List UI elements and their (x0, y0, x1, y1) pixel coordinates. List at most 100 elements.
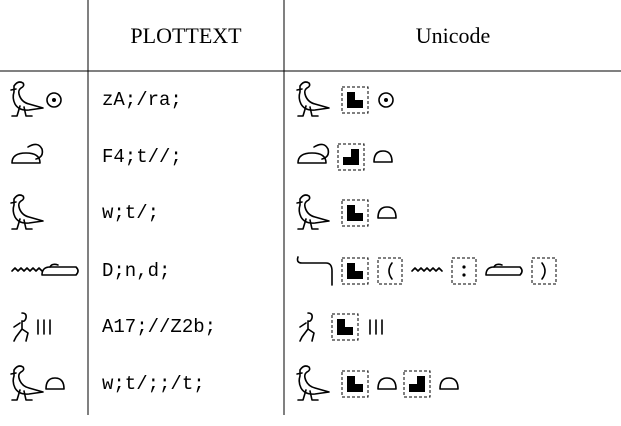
glyph-stroke (11, 267, 43, 272)
glyph-stroke (297, 218, 319, 230)
code-cell: w;t/;;/t; (102, 373, 205, 395)
glyph-stroke (12, 81, 44, 111)
header-cell: PLOTTEXT (130, 23, 242, 48)
glyph-stroke (297, 389, 319, 401)
glyph (337, 143, 365, 171)
glyph-frame (341, 199, 369, 227)
glyph-frame (377, 257, 403, 285)
glyph-stroke (313, 143, 330, 160)
glyph (341, 370, 369, 398)
glyph-dot (462, 265, 466, 269)
glyph-stroke (37, 319, 51, 335)
glyph-stroke (11, 389, 33, 401)
glyph (377, 206, 397, 219)
glyph-notch (355, 92, 363, 100)
glyph (46, 92, 62, 108)
glyph-frame (337, 143, 365, 171)
glyph (11, 143, 44, 164)
glyph-dot (462, 273, 466, 277)
glyph (341, 86, 369, 114)
glyph-stroke (46, 92, 62, 108)
glyph-stroke (298, 81, 330, 111)
glyph-stroke (12, 194, 44, 224)
glyph-stroke (13, 312, 29, 342)
glyph-stroke (485, 266, 523, 276)
glyph-notch (343, 149, 351, 157)
glyph-stroke (296, 88, 303, 91)
glyph-stroke (296, 372, 303, 375)
glyph (341, 257, 369, 285)
glyph-stroke (27, 143, 44, 160)
glyph-stroke (296, 256, 333, 286)
glyph (373, 150, 393, 163)
glyph-notch (409, 376, 417, 384)
glyph-stroke (411, 267, 443, 272)
glyph-frame (341, 86, 369, 114)
code-cell: w;t/; (102, 202, 159, 224)
glyph-stroke (297, 105, 319, 117)
glyph-stroke (41, 266, 79, 276)
glyph (11, 267, 43, 272)
glyph (13, 312, 29, 342)
glyph-frame (403, 370, 431, 398)
glyph-stroke (378, 92, 394, 108)
glyph-stroke (296, 201, 303, 204)
glyph-stroke (10, 372, 17, 375)
glyph-stroke (297, 152, 327, 164)
glyph-stroke (11, 218, 33, 230)
glyph-notch (355, 263, 363, 271)
glyph-notch (355, 205, 363, 213)
glyph-stroke (377, 377, 397, 390)
glyph (297, 143, 330, 164)
code-cell: F4;t//; (102, 146, 182, 168)
glyph-stroke (541, 262, 546, 280)
glyph-frame (451, 257, 477, 285)
glyph-stroke (11, 105, 33, 117)
glyph (377, 377, 397, 390)
glyph (296, 365, 330, 401)
glyph (369, 319, 383, 335)
glyph (451, 257, 477, 285)
glyph (10, 365, 44, 401)
glyph (296, 194, 330, 230)
code-cell: A17;//Z2b; (102, 316, 216, 338)
glyph-stroke (439, 377, 459, 390)
glyph-stroke (493, 263, 503, 268)
glyph (378, 92, 394, 108)
glyph (331, 313, 359, 341)
glyph (296, 256, 333, 286)
glyph-stroke (10, 201, 17, 204)
glyph-stroke (298, 194, 330, 224)
glyph-dot (384, 98, 388, 102)
glyph-stroke (12, 365, 44, 395)
glyph (341, 199, 369, 227)
glyph-dot (52, 98, 56, 102)
glyph-frame (331, 313, 359, 341)
glyph-stroke (388, 262, 393, 280)
glyph-stroke (373, 150, 393, 163)
glyph-frame (531, 257, 557, 285)
glyph-stroke (299, 312, 315, 342)
glyph-stroke (49, 263, 59, 268)
glyph-frame (341, 257, 369, 285)
glyph-stroke (369, 319, 383, 335)
glyph-notch (345, 319, 353, 327)
glyph-stroke (11, 152, 41, 164)
glyph (296, 81, 330, 117)
glyph-stroke (377, 206, 397, 219)
header-cell: Unicode (416, 23, 491, 48)
glyph-notch (355, 376, 363, 384)
glyph-stroke (45, 377, 65, 390)
code-cell: D;n,d; (102, 260, 170, 282)
glyph (439, 377, 459, 390)
glyph (403, 370, 431, 398)
glyph-stroke (10, 88, 17, 91)
glyph (299, 312, 315, 342)
glyph (37, 319, 51, 335)
glyph (485, 263, 523, 276)
glyph-stroke (298, 365, 330, 395)
glyph (411, 267, 443, 272)
glyph-frame (341, 370, 369, 398)
glyph (41, 263, 79, 276)
